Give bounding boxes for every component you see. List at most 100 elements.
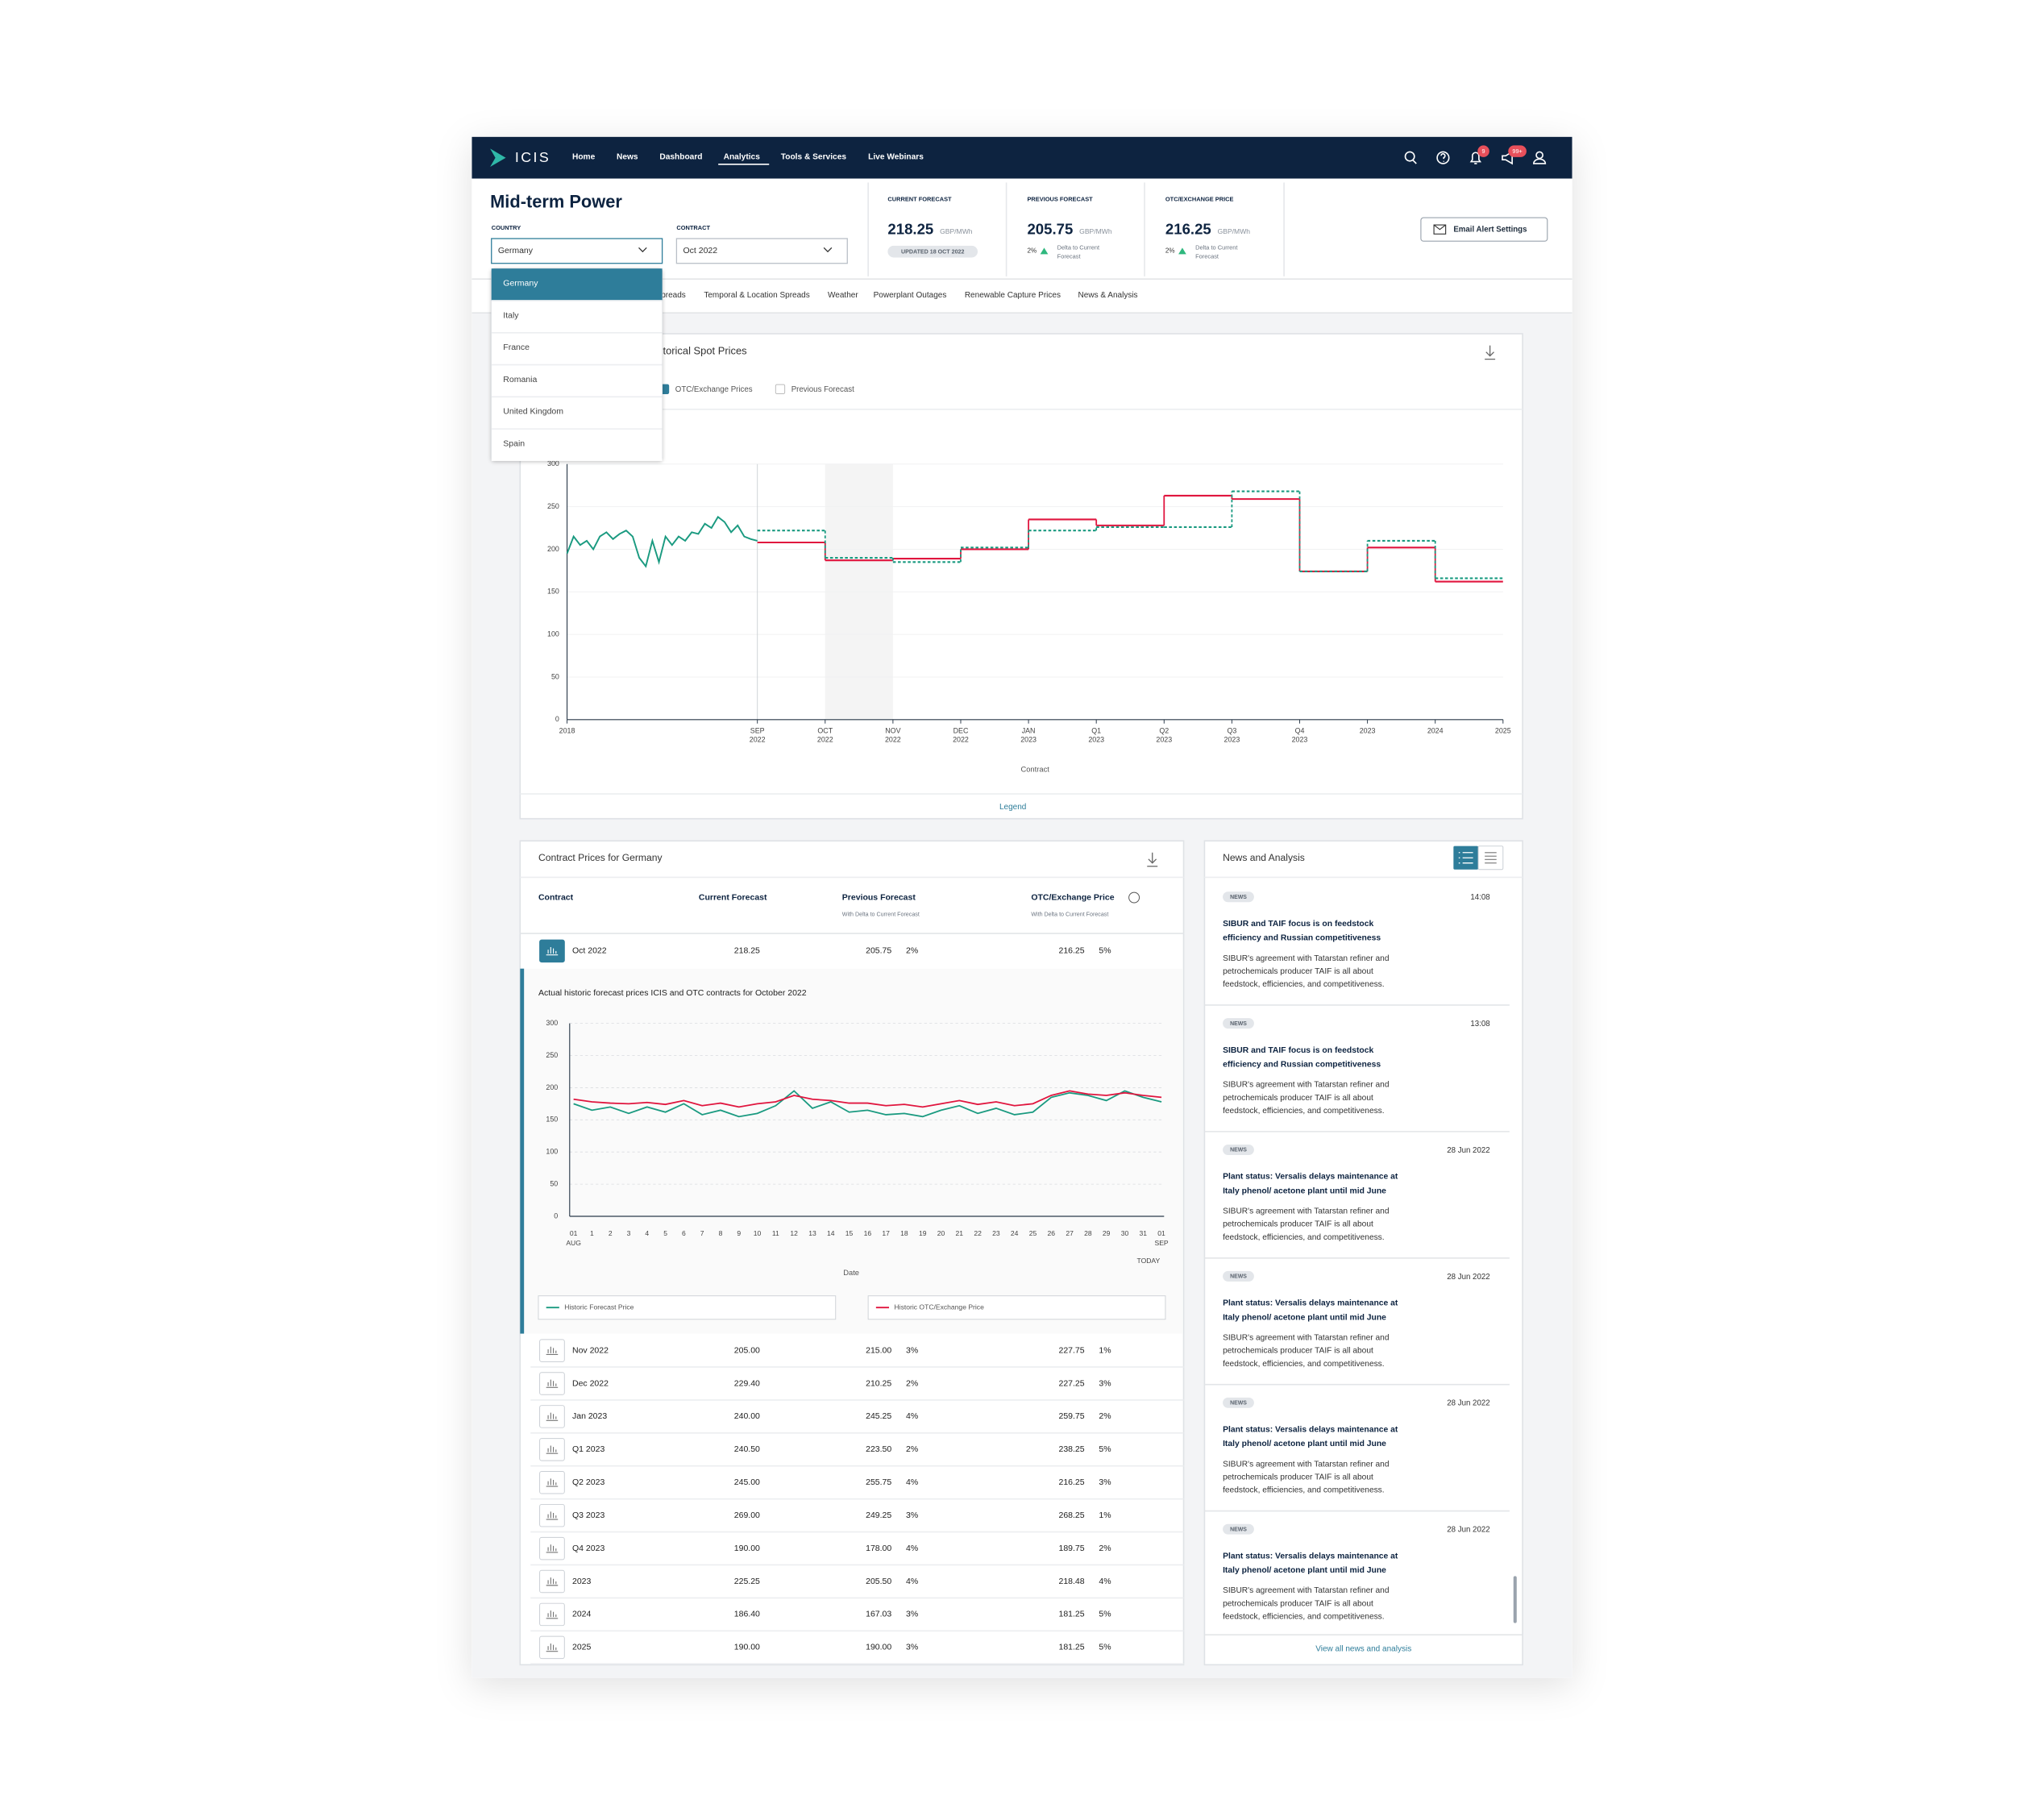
delta: 4%: [906, 1411, 918, 1421]
nav-link[interactable]: Home: [572, 153, 596, 162]
logo: ICIS: [515, 149, 550, 165]
select[interactable]: [675, 238, 848, 264]
chart-icon: [546, 947, 559, 956]
search-icon[interactable]: [1404, 151, 1417, 164]
checkbox[interactable]: [775, 384, 786, 394]
delta: 3%: [906, 1643, 918, 1652]
download-icon[interactable]: [1147, 852, 1158, 867]
chart-toggle[interactable]: [539, 1339, 565, 1362]
chart-toggle[interactable]: [539, 1372, 565, 1395]
news-headline[interactable]: SIBUR and TAIF focus is on feedstock effi…: [1223, 920, 1381, 943]
dropdown-option-label[interactable]: Romania: [503, 375, 537, 384]
contract-name: Q1 2023: [572, 1444, 604, 1454]
previous-forecast: 190.00: [866, 1643, 891, 1652]
previous-forecast: 223.50: [866, 1444, 891, 1454]
nav-link[interactable]: News: [617, 153, 638, 162]
history-line: [566, 515, 758, 568]
news-headline[interactable]: Plant status: Versalis delays maintenanc…: [1223, 1172, 1398, 1195]
dropdown-option[interactable]: [491, 364, 663, 397]
news-headline[interactable]: Plant status: Versalis delays maintenanc…: [1223, 1425, 1398, 1448]
dropdown-option-label[interactable]: France: [503, 343, 530, 352]
news-time: 28 Jun 2022: [1447, 1526, 1489, 1535]
tab[interactable]: Renewable Capture Prices: [965, 291, 1061, 300]
news-time: 28 Jun 2022: [1447, 1146, 1489, 1155]
dropdown-option[interactable]: [491, 397, 663, 430]
user-icon[interactable]: [1532, 151, 1547, 164]
chart-icon: [546, 1478, 559, 1487]
mail-icon: [1433, 224, 1447, 235]
chart-toggle[interactable]: [539, 1471, 565, 1494]
nav-link[interactable]: Dashboard: [659, 153, 702, 162]
dropdown-option-label[interactable]: Spain: [503, 439, 525, 449]
field-label: CONTRACT: [676, 224, 710, 231]
bell-icon[interactable]: [1469, 152, 1482, 164]
chart-toggle[interactable]: [539, 1405, 565, 1428]
chart-toggle[interactable]: [539, 1503, 565, 1527]
chart-toggle[interactable]: [539, 1569, 565, 1594]
dropdown-option-label[interactable]: United Kingdom: [503, 407, 563, 417]
dropdown-option[interactable]: [491, 268, 663, 301]
nav-link[interactable]: Tools & Services: [781, 153, 847, 162]
chart-toggle[interactable]: [539, 1438, 565, 1461]
current-forecast: 190.00: [734, 1544, 760, 1553]
previous-forecast: 215.00: [866, 1345, 891, 1355]
kpi-value: 218.25: [887, 220, 933, 237]
up-arrow: [1040, 247, 1049, 255]
news-tag: NEWS: [1230, 895, 1247, 900]
x-tick-label: 21: [956, 1229, 964, 1237]
kpi-dividers: [867, 182, 1285, 276]
contract-name: Q3 2023: [572, 1511, 604, 1520]
contract-name: Q2 2023: [572, 1477, 604, 1487]
page-title: Mid-term Power: [490, 191, 622, 211]
kpi-note: UPDATED 18 OCT 2022: [901, 249, 965, 256]
dropdown-option[interactable]: [491, 300, 663, 333]
tab[interactable]: Powerplant Outages: [874, 291, 947, 300]
legend-toggle[interactable]: Legend: [999, 803, 1026, 812]
dropdown-option[interactable]: [491, 429, 663, 461]
tag-pill: [1223, 891, 1254, 903]
dropdown-option-label[interactable]: Italy: [503, 310, 519, 320]
dropdown-option-label[interactable]: Germany: [503, 279, 538, 289]
email-button[interactable]: [1420, 217, 1548, 242]
x-tick-label: 8: [719, 1229, 723, 1237]
kpi-note: Delta to Current Forecast: [1195, 243, 1237, 260]
info-icon[interactable]: [1128, 891, 1140, 904]
compact-view-toggle[interactable]: [1477, 846, 1504, 871]
chart-toggle[interactable]: [539, 1536, 565, 1560]
tab[interactable]: Spreads: [656, 291, 686, 300]
legend-box: [538, 1295, 837, 1320]
help-icon[interactable]: [1436, 151, 1450, 164]
chart-toggle[interactable]: [539, 1602, 565, 1627]
chart-icon: [546, 1544, 559, 1553]
x-tick-label: 2024: [1427, 727, 1444, 735]
contract-name: Jan 2023: [572, 1411, 607, 1421]
dropdown-option[interactable]: [491, 332, 663, 365]
tab[interactable]: Weather: [828, 291, 858, 300]
announcement-icon[interactable]: [1502, 151, 1513, 165]
x-tick-label: 28: [1084, 1229, 1092, 1237]
x-tick-label: 13: [808, 1229, 816, 1237]
pill: [887, 245, 978, 258]
download-icon[interactable]: [1485, 345, 1496, 360]
chart-toggle[interactable]: [539, 939, 565, 963]
button-label[interactable]: Email Alert Settings: [1453, 226, 1527, 235]
view-all-link[interactable]: View all news and analysis: [1315, 1645, 1411, 1654]
select[interactable]: [491, 238, 663, 264]
select-value: Germany: [498, 246, 534, 256]
previous-forecast: 245.25: [866, 1411, 891, 1421]
tab[interactable]: Temporal & Location Spreads: [704, 291, 809, 300]
legend-label: Historic Forecast Price: [564, 1303, 634, 1311]
news-headline[interactable]: SIBUR and TAIF focus is on feedstock effi…: [1223, 1046, 1381, 1070]
chart-toggle[interactable]: [539, 1635, 565, 1660]
nav-link[interactable]: Analytics: [724, 153, 761, 162]
news-headline[interactable]: Plant status: Versalis delays maintenanc…: [1223, 1552, 1398, 1575]
x-tick-label: 14: [827, 1229, 835, 1237]
news-tag: NEWS: [1230, 1527, 1247, 1532]
field-label: COUNTRY: [492, 224, 521, 231]
nav-link[interactable]: Live Webinars: [868, 153, 924, 162]
news-headline[interactable]: Plant status: Versalis delays maintenanc…: [1223, 1299, 1398, 1322]
otc-price: 259.75: [1059, 1411, 1085, 1421]
kpi-note: Delta to Current Forecast: [1057, 243, 1099, 260]
tab[interactable]: News & Analysis: [1078, 291, 1138, 300]
current-forecast: 245.00: [734, 1477, 760, 1487]
